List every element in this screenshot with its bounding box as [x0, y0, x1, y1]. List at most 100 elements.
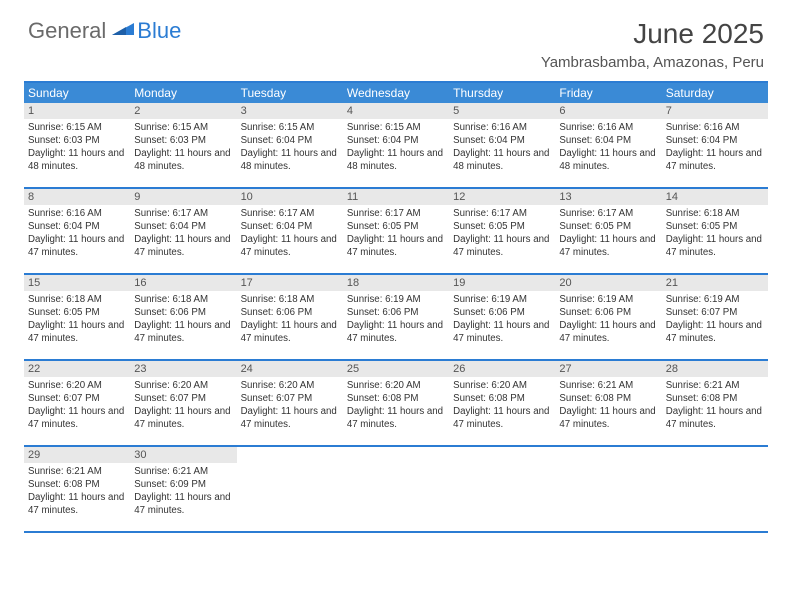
- sunset-text: Sunset: 6:07 PM: [28, 392, 126, 405]
- sunrise-text: Sunrise: 6:18 AM: [666, 207, 764, 220]
- day-number: 11: [343, 189, 449, 205]
- day-cell: 13Sunrise: 6:17 AMSunset: 6:05 PMDayligh…: [555, 189, 661, 273]
- day-cell: 14Sunrise: 6:18 AMSunset: 6:05 PMDayligh…: [662, 189, 768, 273]
- sunset-text: Sunset: 6:08 PM: [28, 478, 126, 491]
- day-cell: 25Sunrise: 6:20 AMSunset: 6:08 PMDayligh…: [343, 361, 449, 445]
- day-cell: 1Sunrise: 6:15 AMSunset: 6:03 PMDaylight…: [24, 103, 130, 187]
- sunset-text: Sunset: 6:04 PM: [241, 134, 339, 147]
- day-body: Sunrise: 6:16 AMSunset: 6:04 PMDaylight:…: [24, 205, 130, 263]
- day-number: 13: [555, 189, 661, 205]
- day-cell: 18Sunrise: 6:19 AMSunset: 6:06 PMDayligh…: [343, 275, 449, 359]
- calendar: SundayMondayTuesdayWednesdayThursdayFrid…: [24, 81, 768, 533]
- day-cell: 6Sunrise: 6:16 AMSunset: 6:04 PMDaylight…: [555, 103, 661, 187]
- sunset-text: Sunset: 6:05 PM: [559, 220, 657, 233]
- sunset-text: Sunset: 6:07 PM: [134, 392, 232, 405]
- sunset-text: Sunset: 6:08 PM: [559, 392, 657, 405]
- sunset-text: Sunset: 6:06 PM: [559, 306, 657, 319]
- day-number: 19: [449, 275, 555, 291]
- sunset-text: Sunset: 6:07 PM: [241, 392, 339, 405]
- sunset-text: Sunset: 6:05 PM: [347, 220, 445, 233]
- day-body: Sunrise: 6:18 AMSunset: 6:05 PMDaylight:…: [24, 291, 130, 349]
- day-number: 25: [343, 361, 449, 377]
- day-number: 10: [237, 189, 343, 205]
- sunrise-text: Sunrise: 6:18 AM: [28, 293, 126, 306]
- day-body: Sunrise: 6:20 AMSunset: 6:07 PMDaylight:…: [130, 377, 236, 435]
- day-body: Sunrise: 6:17 AMSunset: 6:05 PMDaylight:…: [343, 205, 449, 263]
- day-cell: 29Sunrise: 6:21 AMSunset: 6:08 PMDayligh…: [24, 447, 130, 531]
- logo-triangle-icon: [112, 21, 134, 42]
- week-row: 1Sunrise: 6:15 AMSunset: 6:03 PMDaylight…: [24, 103, 768, 189]
- empty-day-cell: [555, 447, 661, 531]
- sunset-text: Sunset: 6:09 PM: [134, 478, 232, 491]
- week-row: 29Sunrise: 6:21 AMSunset: 6:08 PMDayligh…: [24, 447, 768, 533]
- day-number: 30: [130, 447, 236, 463]
- sunset-text: Sunset: 6:03 PM: [28, 134, 126, 147]
- sunset-text: Sunset: 6:05 PM: [666, 220, 764, 233]
- week-row: 22Sunrise: 6:20 AMSunset: 6:07 PMDayligh…: [24, 361, 768, 447]
- sunrise-text: Sunrise: 6:20 AM: [28, 379, 126, 392]
- empty-day-cell: [237, 447, 343, 531]
- day-body: Sunrise: 6:17 AMSunset: 6:04 PMDaylight:…: [237, 205, 343, 263]
- sunrise-text: Sunrise: 6:19 AM: [666, 293, 764, 306]
- day-cell: 4Sunrise: 6:15 AMSunset: 6:04 PMDaylight…: [343, 103, 449, 187]
- sunset-text: Sunset: 6:04 PM: [559, 134, 657, 147]
- day-cell: 22Sunrise: 6:20 AMSunset: 6:07 PMDayligh…: [24, 361, 130, 445]
- sunset-text: Sunset: 6:08 PM: [453, 392, 551, 405]
- day-cell: 9Sunrise: 6:17 AMSunset: 6:04 PMDaylight…: [130, 189, 236, 273]
- day-cell: 24Sunrise: 6:20 AMSunset: 6:07 PMDayligh…: [237, 361, 343, 445]
- sunrise-text: Sunrise: 6:17 AM: [559, 207, 657, 220]
- day-body: Sunrise: 6:18 AMSunset: 6:06 PMDaylight:…: [237, 291, 343, 349]
- day-number: 23: [130, 361, 236, 377]
- weekday-monday: Monday: [130, 83, 236, 103]
- daylight-text: Daylight: 11 hours and 47 minutes.: [134, 491, 232, 517]
- daylight-text: Daylight: 11 hours and 48 minutes.: [453, 147, 551, 173]
- sunrise-text: Sunrise: 6:21 AM: [666, 379, 764, 392]
- daylight-text: Daylight: 11 hours and 47 minutes.: [134, 405, 232, 431]
- sunset-text: Sunset: 6:06 PM: [134, 306, 232, 319]
- daylight-text: Daylight: 11 hours and 48 minutes.: [28, 147, 126, 173]
- sunrise-text: Sunrise: 6:20 AM: [453, 379, 551, 392]
- sunset-text: Sunset: 6:04 PM: [666, 134, 764, 147]
- month-title: June 2025: [541, 18, 764, 50]
- sunrise-text: Sunrise: 6:15 AM: [241, 121, 339, 134]
- day-cell: 8Sunrise: 6:16 AMSunset: 6:04 PMDaylight…: [24, 189, 130, 273]
- daylight-text: Daylight: 11 hours and 47 minutes.: [666, 233, 764, 259]
- sunrise-text: Sunrise: 6:20 AM: [134, 379, 232, 392]
- sunrise-text: Sunrise: 6:21 AM: [134, 465, 232, 478]
- day-cell: 7Sunrise: 6:16 AMSunset: 6:04 PMDaylight…: [662, 103, 768, 187]
- week-row: 8Sunrise: 6:16 AMSunset: 6:04 PMDaylight…: [24, 189, 768, 275]
- sunrise-text: Sunrise: 6:19 AM: [347, 293, 445, 306]
- sunset-text: Sunset: 6:08 PM: [347, 392, 445, 405]
- day-cell: 17Sunrise: 6:18 AMSunset: 6:06 PMDayligh…: [237, 275, 343, 359]
- day-number: 16: [130, 275, 236, 291]
- day-body: Sunrise: 6:17 AMSunset: 6:05 PMDaylight:…: [555, 205, 661, 263]
- day-number: 5: [449, 103, 555, 119]
- daylight-text: Daylight: 11 hours and 47 minutes.: [347, 319, 445, 345]
- day-cell: 10Sunrise: 6:17 AMSunset: 6:04 PMDayligh…: [237, 189, 343, 273]
- daylight-text: Daylight: 11 hours and 47 minutes.: [666, 319, 764, 345]
- daylight-text: Daylight: 11 hours and 47 minutes.: [241, 319, 339, 345]
- day-body: Sunrise: 6:15 AMSunset: 6:04 PMDaylight:…: [237, 119, 343, 177]
- daylight-text: Daylight: 11 hours and 48 minutes.: [134, 147, 232, 173]
- day-cell: 28Sunrise: 6:21 AMSunset: 6:08 PMDayligh…: [662, 361, 768, 445]
- day-body: Sunrise: 6:21 AMSunset: 6:09 PMDaylight:…: [130, 463, 236, 521]
- header: General Blue June 2025 Yambrasbamba, Ama…: [0, 0, 792, 75]
- sunset-text: Sunset: 6:05 PM: [28, 306, 126, 319]
- day-cell: 23Sunrise: 6:20 AMSunset: 6:07 PMDayligh…: [130, 361, 236, 445]
- day-number: 17: [237, 275, 343, 291]
- daylight-text: Daylight: 11 hours and 47 minutes.: [347, 405, 445, 431]
- day-number: 22: [24, 361, 130, 377]
- weekday-sunday: Sunday: [24, 83, 130, 103]
- empty-day-cell: [343, 447, 449, 531]
- day-number: 20: [555, 275, 661, 291]
- day-body: Sunrise: 6:21 AMSunset: 6:08 PMDaylight:…: [24, 463, 130, 521]
- sunrise-text: Sunrise: 6:17 AM: [453, 207, 551, 220]
- day-body: Sunrise: 6:17 AMSunset: 6:05 PMDaylight:…: [449, 205, 555, 263]
- weekday-wednesday: Wednesday: [343, 83, 449, 103]
- day-body: Sunrise: 6:20 AMSunset: 6:07 PMDaylight:…: [24, 377, 130, 435]
- sunrise-text: Sunrise: 6:15 AM: [28, 121, 126, 134]
- day-body: Sunrise: 6:15 AMSunset: 6:03 PMDaylight:…: [130, 119, 236, 177]
- daylight-text: Daylight: 11 hours and 47 minutes.: [28, 491, 126, 517]
- day-number: 9: [130, 189, 236, 205]
- sunset-text: Sunset: 6:05 PM: [453, 220, 551, 233]
